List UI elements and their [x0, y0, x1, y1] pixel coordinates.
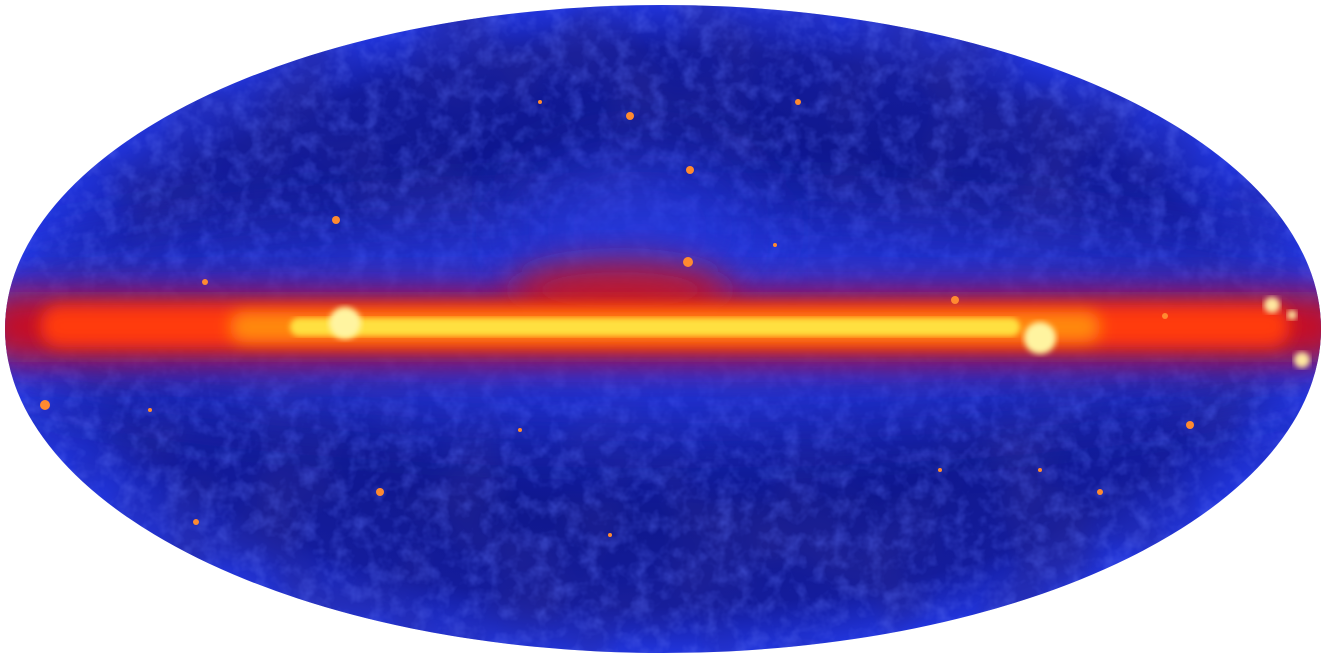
point-sources	[40, 99, 1194, 537]
plane-core	[290, 318, 1020, 336]
point-source	[795, 99, 801, 105]
hot-spot	[1264, 297, 1280, 313]
point-source	[686, 166, 694, 174]
point-source	[1162, 313, 1168, 319]
point-source	[193, 519, 199, 525]
point-source	[518, 428, 522, 432]
point-source	[1186, 421, 1194, 429]
hot-spot	[1287, 310, 1297, 320]
point-source	[538, 100, 542, 104]
point-source	[773, 243, 777, 247]
point-source	[683, 257, 693, 267]
hot-spot	[329, 307, 361, 339]
point-source	[1038, 468, 1042, 472]
point-source	[202, 279, 208, 285]
point-source	[938, 468, 942, 472]
point-source	[951, 296, 959, 304]
point-source	[608, 533, 612, 537]
point-source	[376, 488, 384, 496]
point-source	[40, 400, 50, 410]
point-source	[332, 216, 340, 224]
point-source	[1097, 489, 1103, 495]
point-source	[148, 408, 152, 412]
point-source	[626, 112, 634, 120]
hot-spot	[1024, 322, 1056, 354]
hot-spot	[1294, 352, 1310, 368]
